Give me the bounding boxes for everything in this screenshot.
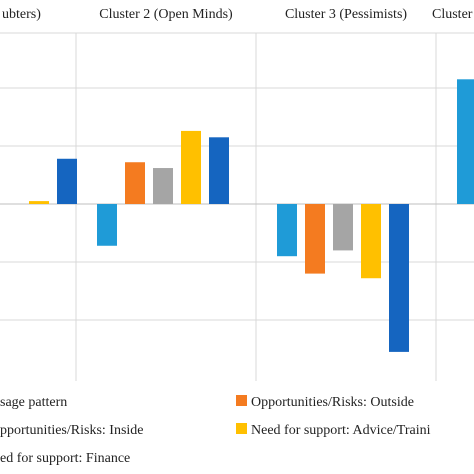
legend-label-need-for-support-advice-training: Need for support: Advice/Traini: [251, 423, 431, 438]
cluster-header-4: Cluster: [432, 7, 473, 22]
legend-label-need-for-support-finance: ed for support: Finance: [0, 451, 130, 466]
cluster-header-2: Cluster 2 (Open Minds): [99, 7, 233, 22]
bar-usage-pattern-cluster-2: [97, 204, 117, 246]
bar-opportunities-risks-inside-cluster-2: [153, 168, 173, 204]
legend-swatch-need-for-support-advice-training: [236, 423, 247, 434]
cluster-headers: ubters) Cluster 2 (Open Minds) Cluster 3 (…: [2, 7, 473, 22]
legend: sage pattern Opportunities/Risks: Outside…: [0, 395, 431, 466]
bar-need-for-support-finance-cluster-3: [389, 204, 409, 352]
bar-opportunities-risks-outside-cluster-3: [305, 204, 325, 274]
bars: [29, 79, 474, 352]
bar-need-for-support-advice-training-cluster-3: [361, 204, 381, 279]
bar-need-for-support-finance-cluster-2: [209, 137, 229, 204]
cluster-header-3: Cluster 3 (Pessimists): [285, 7, 407, 22]
bar-need-for-support-advice-training-cluster-2: [181, 130, 201, 204]
legend-label-opportunities-risks-outside: Opportunities/Risks: Outside: [251, 395, 414, 410]
cluster-header-1: ubters): [2, 7, 41, 22]
legend-swatch-opportunities-risks-outside: [236, 395, 247, 406]
legend-label-opportunities-risks-inside: pportunities/Risks: Inside: [0, 423, 144, 438]
bar-usage-pattern-cluster-3: [277, 204, 297, 257]
bar-need-for-support-finance-cluster-1: [57, 158, 77, 204]
bar-opportunities-risks-outside-cluster-2: [125, 162, 145, 204]
bar-usage-pattern-cluster-4: [457, 79, 474, 204]
bar-need-for-support-advice-training-cluster-1: [29, 201, 49, 204]
legend-label-usage-pattern: sage pattern: [0, 395, 67, 410]
bar-opportunities-risks-inside-cluster-3: [333, 204, 353, 251]
